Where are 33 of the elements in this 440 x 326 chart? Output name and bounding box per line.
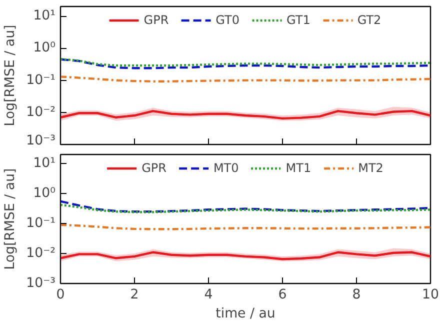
y-tick-label: 10¹: [33, 156, 56, 172]
x-tick-label: 0: [56, 288, 65, 302]
line-series: [60, 110, 430, 120]
line-series: [60, 251, 430, 260]
legend-label: MT0: [213, 161, 239, 175]
line-series: [60, 58, 430, 70]
legend-label: GPR: [142, 161, 166, 175]
y-axis-title: Log[RMSE / au]: [3, 24, 18, 126]
legend-label: MT1: [286, 161, 312, 175]
x-tick-label: 4: [204, 288, 213, 302]
y-tick-label: 10⁻¹: [26, 216, 56, 232]
y-tick-label: 10⁰: [33, 40, 56, 56]
y-tick-label: 10⁻¹: [26, 72, 56, 88]
y-axis-title: Log[RMSE / au]: [3, 168, 18, 270]
legend-label: MT2: [358, 161, 384, 175]
y-tick-label: 10⁰: [33, 186, 56, 202]
y-tick-label: 10⁻²: [26, 246, 56, 262]
y-tick-label: 10¹: [33, 8, 56, 24]
legend-label: GT2: [357, 13, 382, 27]
legend-label: GT1: [286, 13, 310, 27]
x-tick-label: 6: [278, 288, 287, 302]
y-tick-label: 10⁻³: [26, 134, 56, 148]
legend-label: GT0: [216, 13, 240, 27]
line-series: [60, 204, 430, 214]
y-tick-label: 10⁻³: [26, 276, 56, 291]
x-tick-label: 8: [352, 288, 361, 302]
y-tick-label: 10⁻²: [26, 104, 56, 120]
x-axis-title: time / au: [216, 306, 276, 322]
line-series: [60, 58, 430, 67]
x-tick-label: 2: [130, 288, 139, 302]
x-tick-label: 10: [422, 288, 439, 302]
legend-label: GPR: [144, 13, 169, 27]
line-series: [60, 200, 430, 213]
